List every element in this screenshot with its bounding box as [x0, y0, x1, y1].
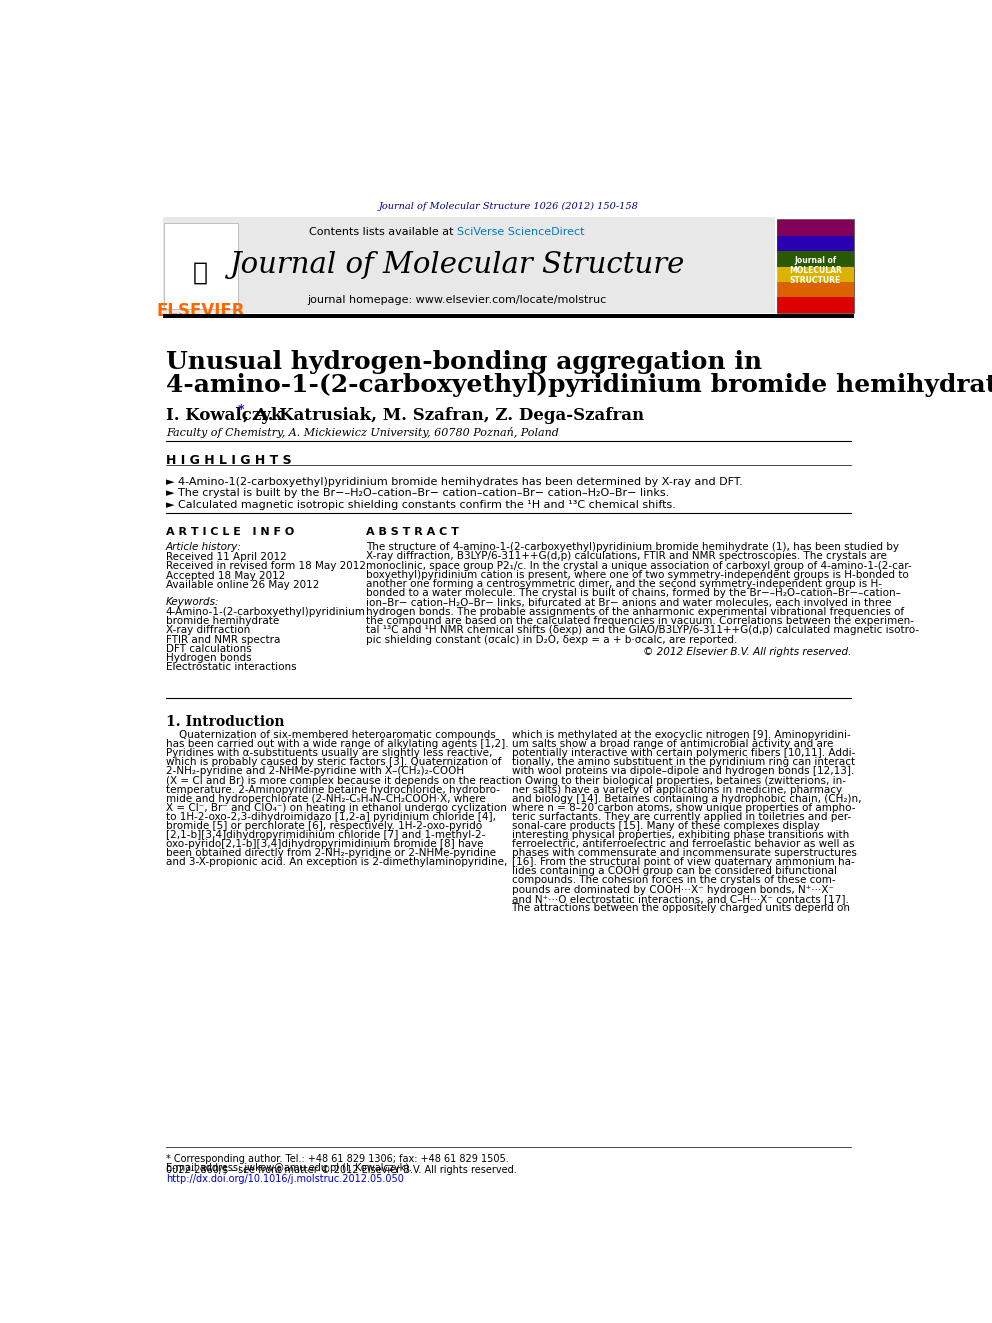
Text: Available online 26 May 2012: Available online 26 May 2012 [166, 579, 319, 590]
Text: DFT calculations: DFT calculations [166, 644, 252, 654]
Text: 1. Introduction: 1. Introduction [166, 714, 285, 729]
Text: 🌳: 🌳 [193, 261, 208, 284]
Text: Hydrogen bonds: Hydrogen bonds [166, 654, 252, 663]
Text: temperature. 2-Aminopyridine betaine hydrochloride, hydrobro-: temperature. 2-Aminopyridine betaine hyd… [166, 785, 500, 795]
Text: Owing to their biological properties, betaines (zwitterions, in-: Owing to their biological properties, be… [512, 775, 845, 786]
Text: Article history:: Article history: [166, 542, 242, 552]
Text: ELSEVIER: ELSEVIER [157, 302, 245, 320]
Text: compounds. The cohesion forces in the crystals of these com-: compounds. The cohesion forces in the cr… [512, 876, 835, 885]
Text: and N⁺···O electrostatic interactions, and C–H···X⁻ contacts [17].: and N⁺···O electrostatic interactions, a… [512, 893, 848, 904]
Text: , A. Katrusiak, M. Szafran, Z. Dega-Szafran: , A. Katrusiak, M. Szafran, Z. Dega-Szaf… [243, 406, 645, 423]
Text: X = Cl⁻, Br⁻ and ClO₄⁻) on heating in ethanol undergo cyclization: X = Cl⁻, Br⁻ and ClO₄⁻) on heating in et… [166, 803, 507, 812]
Text: and 3-X-propionic acid. An exception is 2-dimethylaminopyridine,: and 3-X-propionic acid. An exception is … [166, 857, 507, 868]
Text: Journal of Molecular Structure 1026 (2012) 150-158: Journal of Molecular Structure 1026 (201… [379, 202, 638, 212]
Text: which is methylated at the exocyclic nitrogen [9]. Aminopyridini-: which is methylated at the exocyclic nit… [512, 730, 850, 740]
Text: Pyridines with α-substituents usually are slightly less reactive,: Pyridines with α-substituents usually ar… [166, 749, 492, 758]
Text: to 1H-2-oxo-2,3-dihydroimidazo [1,2-a] pyridinium chloride [4],: to 1H-2-oxo-2,3-dihydroimidazo [1,2-a] p… [166, 812, 496, 822]
Text: SciVerse ScienceDirect: SciVerse ScienceDirect [457, 228, 584, 237]
Text: lides containing a COOH group can be considered bifunctional: lides containing a COOH group can be con… [512, 867, 836, 876]
Text: E-mail address: jwkow@amu.edu.pl (I. Kowalczyk).: E-mail address: jwkow@amu.edu.pl (I. Kow… [166, 1163, 412, 1174]
Bar [165, 222, 238, 308]
Bar [163, 217, 775, 312]
Text: (X = Cl and Br) is more complex because it depends on the reaction: (X = Cl and Br) is more complex because … [166, 775, 522, 786]
Text: [2,1-b][3,4]dihydropyrimidinium chloride [7] and 1-methyl-2-: [2,1-b][3,4]dihydropyrimidinium chloride… [166, 830, 485, 840]
Text: I. Kowalczyk: I. Kowalczyk [166, 406, 283, 423]
Text: sonal-care products [15]. Many of these complexes display: sonal-care products [15]. Many of these … [512, 822, 819, 831]
Text: Contents lists available at: Contents lists available at [310, 228, 457, 237]
Text: pic shielding constant (σcalc) in D₂O, δexp = a + b·σcalc, are reported.: pic shielding constant (σcalc) in D₂O, δ… [366, 635, 737, 644]
Text: and biology [14]. Betaines containing a hydrophobic chain, (CH₂)n,: and biology [14]. Betaines containing a … [512, 794, 861, 803]
Text: teric surfactants. They are currently applied in toiletries and per-: teric surfactants. They are currently ap… [512, 812, 851, 822]
Text: X-ray diffraction: X-ray diffraction [166, 626, 250, 635]
Bar [777, 221, 854, 235]
Text: which is probably caused by steric factors [3]. Quaternization of: which is probably caused by steric facto… [166, 757, 501, 767]
Text: http://dx.doi.org/10.1016/j.molstruc.2012.05.050: http://dx.doi.org/10.1016/j.molstruc.201… [166, 1174, 404, 1184]
Text: bonded to a water molecule. The crystal is built of chains, formed by the Br−–H₂: bonded to a water molecule. The crystal … [366, 589, 901, 598]
Text: monoclinic, space group P2₁/c. In the crystal a unique association of carboxyl g: monoclinic, space group P2₁/c. In the cr… [366, 561, 912, 570]
Text: where n = 8–20 carbon atoms, show unique properties of ampho-: where n = 8–20 carbon atoms, show unique… [512, 803, 855, 812]
Text: interesting physical properties, exhibiting phase transitions with: interesting physical properties, exhibit… [512, 830, 849, 840]
Text: Received 11 April 2012: Received 11 April 2012 [166, 552, 287, 562]
Text: ion–Br− cation–H₂O–Br− links, bifurcated at Br− anions and water molecules, each: ion–Br− cation–H₂O–Br− links, bifurcated… [366, 598, 892, 607]
Text: the compound are based on the calculated frequencies in vacuum. Correlations bet: the compound are based on the calculated… [366, 617, 914, 626]
Bar [163, 314, 854, 318]
Text: 4-Amino-1-(2-carboxyethyl)pyridinium: 4-Amino-1-(2-carboxyethyl)pyridinium [166, 607, 366, 617]
Text: ► The crystal is built by the Br−–H₂O–cation–Br− cation–cation–Br− cation–H₂O–Br: ► The crystal is built by the Br−–H₂O–ca… [166, 488, 669, 499]
Text: *: * [238, 404, 244, 417]
Bar [777, 282, 854, 298]
Text: Faculty of Chemistry, A. Mickiewicz University, 60780 Poznań, Poland: Faculty of Chemistry, A. Mickiewicz Univ… [166, 427, 558, 438]
Text: tal ¹³C and ¹H NMR chemical shifts (δexp) and the GIAO/B3LYP/6-311++G(d,p) calcu: tal ¹³C and ¹H NMR chemical shifts (δexp… [366, 626, 919, 635]
Text: um salts show a broad range of antimicrobial activity and are: um salts show a broad range of antimicro… [512, 740, 833, 749]
Text: journal homepage: www.elsevier.com/locate/molstruc: journal homepage: www.elsevier.com/locat… [308, 295, 607, 304]
Text: Journal of
MOLECULAR
STRUCTURE: Journal of MOLECULAR STRUCTURE [789, 255, 842, 286]
Text: ner salts) have a variety of applications in medicine, pharmacy: ner salts) have a variety of application… [512, 785, 841, 795]
Text: pounds are dominated by COOH···X⁻ hydrogen bonds, N⁺···X⁻: pounds are dominated by COOH···X⁻ hydrog… [512, 885, 833, 894]
Text: another one forming a centrosymmetric dimer, and the second symmetry-independent: another one forming a centrosymmetric di… [366, 579, 882, 589]
Text: [16]. From the structural point of view quaternary ammonium ha-: [16]. From the structural point of view … [512, 857, 854, 868]
Text: phases with commensurate and incommensurate superstructures: phases with commensurate and incommensur… [512, 848, 856, 859]
Text: 4-amino-1-(2-carboxyethyl)pyridinium bromide hemihydrate: 4-amino-1-(2-carboxyethyl)pyridinium bro… [166, 373, 992, 397]
Text: Unusual hydrogen-bonding aggregation in: Unusual hydrogen-bonding aggregation in [166, 349, 762, 373]
Text: potentially interactive with certain polymeric fibers [10,11]. Addi-: potentially interactive with certain pol… [512, 749, 855, 758]
Text: boxyethyl)pyridinium cation is present, where one of two symmetry-independent gr: boxyethyl)pyridinium cation is present, … [366, 570, 909, 579]
Text: ► 4-Amino-1(2-carboxyethyl)pyridinium bromide hemihydrates has been determined b: ► 4-Amino-1(2-carboxyethyl)pyridinium br… [166, 476, 743, 487]
Bar [777, 251, 854, 266]
Text: bromide [5] or perchlorate [6], respectively. 1H-2-oxo-pyrido: bromide [5] or perchlorate [6], respecti… [166, 822, 482, 831]
Text: © 2012 Elsevier B.V. All rights reserved.: © 2012 Elsevier B.V. All rights reserved… [643, 647, 851, 658]
Text: Journal of Molecular Structure: Journal of Molecular Structure [229, 251, 684, 279]
Bar [777, 298, 854, 312]
Text: The attractions between the oppositely charged units depend on: The attractions between the oppositely c… [512, 902, 850, 913]
Text: with wool proteins via dipole–dipole and hydrogen bonds [12,13].: with wool proteins via dipole–dipole and… [512, 766, 854, 777]
Text: A R T I C L E   I N F O: A R T I C L E I N F O [166, 527, 294, 537]
Text: H I G H L I G H T S: H I G H L I G H T S [166, 454, 292, 467]
Text: Accepted 18 May 2012: Accepted 18 May 2012 [166, 570, 286, 581]
Bar [777, 218, 854, 312]
Text: Received in revised form 18 May 2012: Received in revised form 18 May 2012 [166, 561, 366, 572]
Text: tionally, the amino substituent in the pyridinium ring can interact: tionally, the amino substituent in the p… [512, 757, 855, 767]
Text: 2-NH₂-pyridine and 2-NHMe-pyridine with X–(CH₂)₂-COOH: 2-NH₂-pyridine and 2-NHMe-pyridine with … [166, 766, 464, 777]
Text: oxo-pyrido[2,1-b][3,4]dihydropyrimidinium bromide [8] have: oxo-pyrido[2,1-b][3,4]dihydropyrimidiniu… [166, 839, 483, 849]
Text: been obtained directly from 2-NH₂-pyridine or 2-NHMe-pyridine: been obtained directly from 2-NH₂-pyridi… [166, 848, 496, 859]
Text: X-ray diffraction, B3LYP/6-311++G(d,p) calculations, FTIR and NMR spectroscopies: X-ray diffraction, B3LYP/6-311++G(d,p) c… [366, 552, 887, 561]
Text: A B S T R A C T: A B S T R A C T [366, 527, 458, 537]
Bar [777, 266, 854, 282]
Text: hydrogen bonds. The probable assignments of the anharmonic experimental vibratio: hydrogen bonds. The probable assignments… [366, 607, 904, 617]
Text: Electrostatic interactions: Electrostatic interactions [166, 663, 297, 672]
Text: Keywords:: Keywords: [166, 597, 219, 607]
Text: ferroelectric, antiferroelectric and ferroelastic behavior as well as: ferroelectric, antiferroelectric and fer… [512, 839, 854, 849]
Text: bromide hemihydrate: bromide hemihydrate [166, 617, 279, 626]
Text: ► Calculated magnetic isotropic shielding constants confirm the ¹H and ¹³C chemi: ► Calculated magnetic isotropic shieldin… [166, 500, 676, 509]
Text: 0022-2860/$ - see front matter © 2012 Elsevier B.V. All rights reserved.: 0022-2860/$ - see front matter © 2012 El… [166, 1166, 517, 1175]
Text: * Corresponding author. Tel.: +48 61 829 1306; fax: +48 61 829 1505.: * Corresponding author. Tel.: +48 61 829… [166, 1154, 509, 1164]
Text: has been carried out with a wide range of alkylating agents [1,2].: has been carried out with a wide range o… [166, 740, 509, 749]
Text: FTIR and NMR spectra: FTIR and NMR spectra [166, 635, 280, 644]
Text: mide and hydroperchlorate (2-NH₂-C₅H₄N–CH₂COOH·X, where: mide and hydroperchlorate (2-NH₂-C₅H₄N–C… [166, 794, 486, 803]
Text: The structure of 4-amino-1-(2-carboxyethyl)pyridinium bromide hemihydrate (1), h: The structure of 4-amino-1-(2-carboxyeth… [366, 542, 899, 552]
Bar [777, 235, 854, 251]
Text: Quaternization of six-membered heteroaromatic compounds: Quaternization of six-membered heteroaro… [166, 730, 496, 740]
